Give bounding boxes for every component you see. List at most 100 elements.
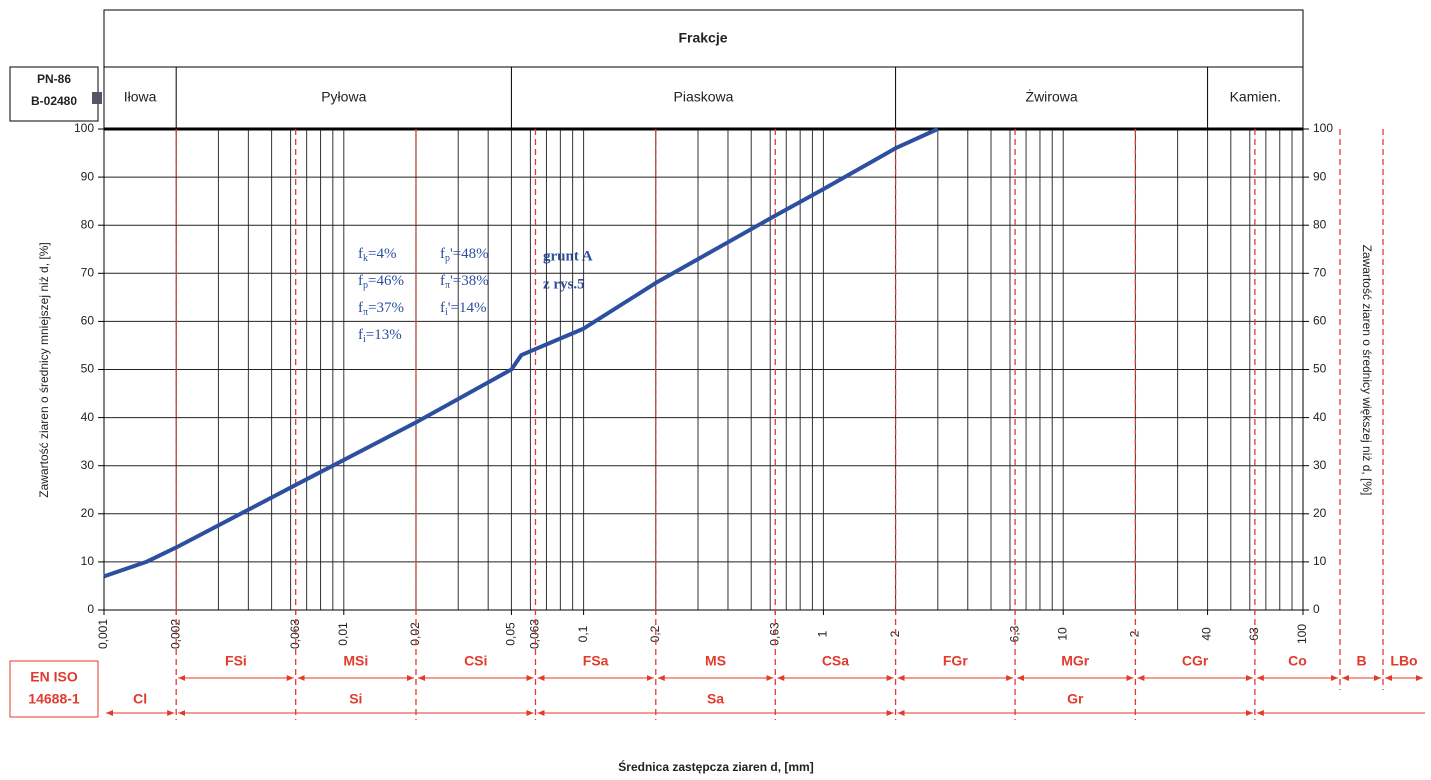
- iso-fraction: Co: [1288, 653, 1307, 669]
- y-tick-label: 50: [81, 362, 95, 376]
- y2-tick-label: 30: [1313, 458, 1327, 472]
- standard-number: B-02480: [31, 94, 77, 108]
- fraction-label: Piaskowa: [674, 89, 734, 105]
- x-tick-label: 0,063: [288, 619, 302, 649]
- x-tick-label: 0,63: [767, 622, 781, 646]
- iso-fraction: LBo: [1390, 653, 1417, 669]
- x-tick-label: 40: [1200, 627, 1214, 641]
- annotation: fπ'=38%: [440, 273, 489, 291]
- y-tick-label: 100: [74, 121, 94, 135]
- iso-fraction: CSa: [822, 653, 849, 669]
- y-tick-label: 40: [81, 410, 95, 424]
- y2-tick-label: 0: [1313, 602, 1320, 616]
- annotation: z rys.5: [543, 276, 585, 292]
- y2-tick-label: 70: [1313, 265, 1327, 279]
- iso-fraction: MGr: [1061, 653, 1090, 669]
- header-title: Frakcje: [678, 30, 727, 46]
- marker-icon: [92, 92, 102, 104]
- x-tick-label: 0,05: [504, 622, 518, 646]
- annotation-base: f: [358, 300, 363, 316]
- annotation: fi=13%: [358, 327, 402, 345]
- annotation-text: '=48%: [450, 246, 489, 262]
- annotation-sub: π: [445, 280, 450, 291]
- annotation-sub: k: [363, 253, 368, 264]
- annotation-sub: p: [445, 253, 450, 264]
- annotation-base: f: [358, 327, 363, 343]
- iso-fraction: MSi: [343, 653, 368, 669]
- y-axis-label: Zawartość ziaren o średnicy mniejszej ni…: [37, 242, 51, 497]
- annotation-base: f: [358, 246, 363, 262]
- x-tick-label: 0,002: [168, 619, 182, 649]
- fraction-label: Kamien.: [1230, 89, 1281, 105]
- y-tick-label: 60: [81, 314, 95, 328]
- x-tick-label: 6,3: [1007, 625, 1021, 642]
- x-tick-label: 0,01: [336, 622, 350, 646]
- y2-tick-label: 80: [1313, 217, 1327, 231]
- y-tick-label: 80: [81, 217, 95, 231]
- y2-tick-label: 40: [1313, 410, 1327, 424]
- annotation-text: '=38%: [450, 273, 489, 289]
- x-tick-label: 2: [1128, 630, 1142, 637]
- y2-tick-label: 10: [1313, 554, 1327, 568]
- annotation: fi'=14%: [440, 300, 486, 318]
- x-tick-label: 0,1: [576, 625, 590, 642]
- x-tick-label: 0,02: [408, 622, 422, 646]
- y2-axis-label: Zawartość ziaren o średnicy większej niż…: [1360, 245, 1374, 496]
- annotation: fπ=37%: [358, 300, 404, 318]
- x-tick-label: 2: [888, 630, 902, 637]
- x-tick-label: 63: [1247, 627, 1261, 641]
- y-tick-label: 20: [81, 506, 95, 520]
- annotation-sub: π: [363, 307, 368, 318]
- data-line: [103, 127, 939, 579]
- iso-fraction: CGr: [1182, 653, 1209, 669]
- iso-group: Gr: [1067, 691, 1084, 707]
- iso-fraction: MS: [705, 653, 726, 669]
- annotation-text: =4%: [368, 246, 396, 262]
- annotation-base: f: [440, 246, 445, 262]
- x-tick-label: 100: [1295, 624, 1309, 644]
- iso-fraction: FSa: [583, 653, 609, 669]
- y-tick-label: 0: [87, 602, 94, 616]
- x-axis-label: Średnica zastępcza ziaren d, [mm]: [618, 759, 813, 774]
- annotation-sub: p: [363, 280, 368, 291]
- annotation: grunt A: [543, 248, 593, 264]
- annotation-sub: i: [363, 334, 366, 345]
- y2-tick-label: 50: [1313, 362, 1327, 376]
- annotation-base: f: [440, 300, 445, 316]
- annotation-text: '=14%: [448, 300, 487, 316]
- y-tick-label: 10: [81, 554, 95, 568]
- annotation-base: f: [440, 273, 445, 289]
- x-tick-label: 0,2: [648, 625, 662, 642]
- iso-fraction: FGr: [943, 653, 968, 669]
- x-tick-label: 10: [1055, 627, 1069, 641]
- annotation-text: =13%: [366, 327, 402, 343]
- x-tick-label: 0,001: [96, 619, 110, 649]
- annotation: fp'=48%: [440, 246, 489, 264]
- iso-group: Si: [349, 691, 362, 707]
- y2-tick-label: 20: [1313, 506, 1327, 520]
- annotation-text: =37%: [368, 300, 404, 316]
- iso-group: Sa: [707, 691, 724, 707]
- iso-box: [9, 660, 99, 718]
- fraction-label: Żwirowa: [1026, 88, 1078, 105]
- annotation: fk=4%: [358, 246, 396, 264]
- iso-fraction: FSi: [225, 653, 247, 669]
- iso-fraction: CSi: [464, 653, 487, 669]
- y2-tick-label: 100: [1313, 121, 1333, 135]
- iso-number: 14688-1: [28, 691, 80, 707]
- y2-tick-label: 60: [1313, 314, 1327, 328]
- x-tick-label: 0,063: [528, 619, 542, 649]
- y-tick-label: 90: [81, 169, 95, 183]
- annotation-sub: i: [445, 307, 448, 318]
- annotation: fp=46%: [358, 273, 404, 291]
- iso-fraction: B: [1356, 653, 1366, 669]
- y-tick-label: 70: [81, 265, 95, 279]
- annotation-base: f: [358, 273, 363, 289]
- iso-group: Cl: [133, 691, 147, 707]
- y2-tick-label: 90: [1313, 169, 1327, 183]
- fraction-label: Pyłowa: [321, 89, 366, 105]
- annotation-text: =46%: [368, 273, 404, 289]
- x-tick-label: 1: [816, 630, 830, 637]
- fraction-label: Iłowa: [124, 89, 157, 105]
